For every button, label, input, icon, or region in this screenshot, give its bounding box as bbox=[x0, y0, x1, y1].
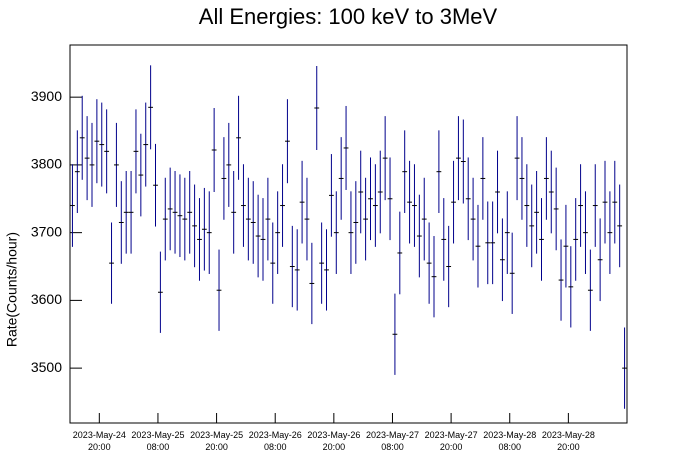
x-tick-label: 2023-May-27 20:00 bbox=[424, 430, 478, 452]
y-tick-label: 3800 bbox=[31, 156, 62, 172]
y-tick-label: 3500 bbox=[31, 359, 62, 375]
chart-title: All Energies: 100 keV to 3MeV bbox=[199, 4, 498, 29]
x-tick-label: 2023-May-26 20:00 bbox=[307, 430, 361, 452]
y-tick-label: 3900 bbox=[31, 88, 62, 104]
x-tick-label: 2023-May-25 20:00 bbox=[190, 430, 244, 452]
plot-frame bbox=[69, 44, 628, 424]
x-tick-label: 2023-May-26 08:00 bbox=[248, 430, 302, 452]
y-tick-label: 3600 bbox=[31, 291, 62, 307]
x-tick-label: 2023-May-24 20:00 bbox=[72, 430, 126, 452]
x-tick-label: 2023-May-25 08:00 bbox=[131, 430, 185, 452]
x-tick-label: 2023-May-28 08:00 bbox=[483, 430, 537, 452]
y-axis-label: Rate(Counts/hour) bbox=[4, 232, 20, 347]
x-tick-label: 2023-May-27 08:00 bbox=[365, 430, 419, 452]
x-tick-label: 2023-May-28 20:00 bbox=[541, 430, 595, 452]
y-tick-label: 3700 bbox=[31, 223, 62, 239]
